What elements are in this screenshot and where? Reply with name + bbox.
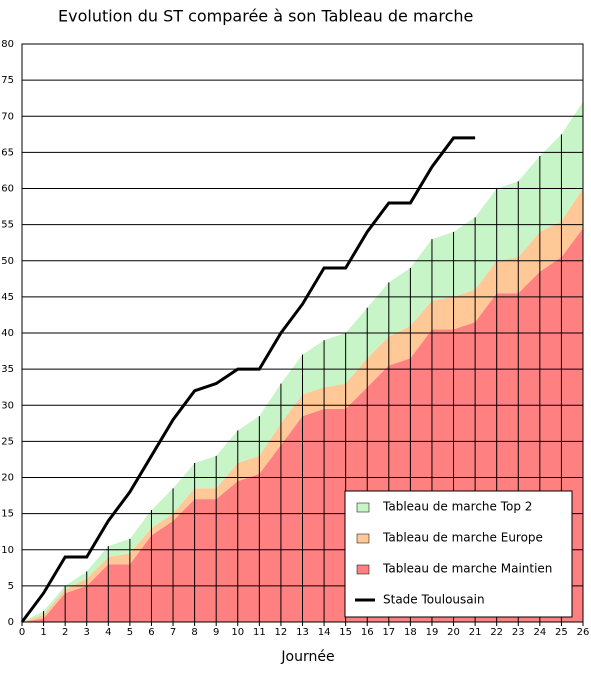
y-tick-label: 40 [1,328,14,339]
x-tick-label: 13 [296,627,309,638]
x-tick-label: 0 [19,627,25,638]
x-tick-label: 24 [533,627,546,638]
x-tick-label: 3 [84,627,90,638]
y-tick-label: 25 [1,436,14,447]
chart-title: Evolution du ST comparée à son Tableau d… [58,7,473,26]
legend-label: Stade Toulousain [383,593,485,607]
legend-swatch [356,533,370,544]
x-tick-label: 10 [231,627,244,638]
line [20,136,476,623]
y-tick-label: 45 [1,292,14,303]
x-tick-label: 18 [404,627,417,638]
legend-label: Tableau de marche Europe [382,531,543,545]
x-tick-label: 7 [170,627,176,638]
legend [344,490,573,618]
y-tick-label: 35 [1,364,14,375]
x-tick-label: 5 [127,627,133,638]
y-tick-label: 50 [1,256,14,267]
x-tick-label: 16 [361,627,374,638]
y-tick-label: 80 [1,39,14,50]
x-tick-label: 23 [512,627,525,638]
legend-swatch [356,564,370,575]
y-tick-label: 10 [1,545,14,556]
x-tick-label: 9 [213,627,219,638]
x-tick-label: 21 [469,627,482,638]
y-tick-label: 65 [1,147,14,158]
x-tick-label: 12 [275,627,288,638]
legend-label: Tableau de marche Top 2 [382,500,532,514]
x-axis-label: Journée [280,649,334,665]
x-tick-label: 4 [105,627,111,638]
x-tick-label: 20 [447,627,460,638]
y-tick-label: 5 [8,581,14,592]
x-tick-label: 11 [253,627,266,638]
x-tick-label: 2 [62,627,68,638]
x-tick-label: 17 [382,627,395,638]
y-tick-label: 60 [1,184,14,195]
x-tick-label: 26 [577,627,590,638]
legend-label: Tableau de marche Maintien [382,562,552,576]
x-tick-label: 8 [191,627,197,638]
y-tick-label: 55 [1,220,14,231]
legend-swatch [356,502,370,513]
x-tick-label: 15 [339,627,352,638]
x-tick-label: 14 [318,627,331,638]
y-tick-label: 30 [1,400,14,411]
y-tick-label: 75 [1,75,14,86]
x-tick-label: 1 [40,627,46,638]
y-tick-label: 20 [1,473,14,484]
plot-border [21,43,584,623]
y-tick-label: 15 [1,509,14,520]
x-tick-label: 6 [148,627,154,638]
y-tick-label: 0 [8,617,14,628]
x-tick-label: 25 [555,627,568,638]
y-tick-label: 70 [1,111,14,122]
x-tick-label: 19 [426,627,439,638]
x-tick-label: 22 [490,627,503,638]
